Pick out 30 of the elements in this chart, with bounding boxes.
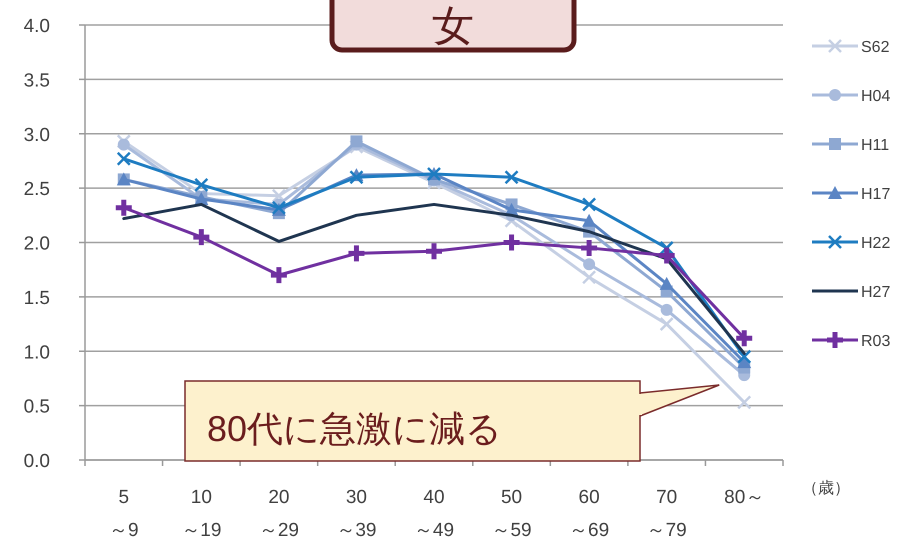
y-tick-label: 1.0	[24, 342, 50, 364]
chart-title: 女	[432, 2, 474, 49]
y-tick-label: 3.5	[24, 70, 50, 92]
title: 女	[330, 0, 576, 52]
y-tick-label: 4.0	[24, 16, 50, 37]
x-tick-label: 50～59	[491, 487, 532, 541]
y-tick-label: 1.5	[24, 288, 50, 309]
x-axis-title: （歳）	[802, 479, 850, 497]
y-tick-label: 3.0	[24, 124, 50, 146]
y-tick-label: 0.5	[24, 396, 50, 418]
x-tick-label: 20～29	[258, 487, 299, 541]
legend-label: H04	[861, 88, 890, 105]
legend-label: H17	[861, 186, 890, 203]
legend-label: H22	[861, 235, 890, 252]
y-tick-label: 0.0	[24, 451, 50, 472]
x-tick-label: 40～49	[414, 487, 454, 541]
x-tick-label: 30～39	[336, 487, 377, 541]
legend-label: H27	[861, 284, 890, 301]
x-tick-label: 60～69	[569, 487, 610, 541]
legend-label: H11	[861, 137, 890, 154]
y-tick-label: 2.0	[24, 234, 50, 254]
x-tick-label: 80～	[724, 487, 764, 508]
annotation: 80代に急激に減る	[207, 408, 502, 449]
x-tick-label: 70～79	[646, 487, 687, 541]
legend-label: S62	[861, 39, 890, 56]
annotation: 80代に急激に減る	[184, 380, 720, 462]
x-tick-label: 10～19	[181, 487, 222, 541]
legend-label: R03	[861, 333, 890, 350]
x-tick-label: 5～9	[108, 487, 139, 541]
y-tick-label: 2.5	[24, 179, 50, 200]
